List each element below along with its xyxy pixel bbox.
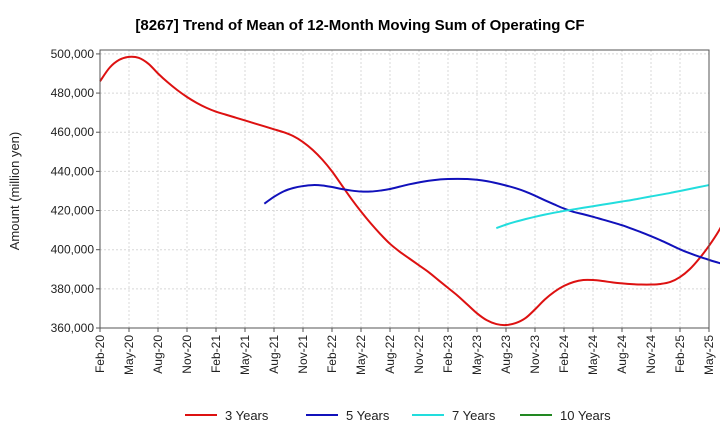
x-tick-label: Feb-20 <box>93 335 107 373</box>
y-axis-label: Amount (million yen) <box>7 132 22 251</box>
x-tick-label: Nov-21 <box>296 335 310 374</box>
y-tick-label: 360,000 <box>51 321 95 335</box>
y-tick-label: 400,000 <box>51 243 95 257</box>
series-line-7-years <box>495 184 710 230</box>
legend-label: 3 Years <box>225 408 269 423</box>
x-tick-label: Feb-22 <box>325 335 339 373</box>
gridlines <box>99 50 710 329</box>
legend: 3 Years 5 Years 7 Years 10 Years <box>185 408 611 423</box>
x-tick-label: May-24 <box>586 335 600 375</box>
series-line-3-years <box>99 55 720 327</box>
x-tick-label: Aug-24 <box>615 335 629 374</box>
x-axis: Feb-20 May-20 Aug-20 Nov-20 Feb-21 May-21 Aug-… <box>93 328 716 375</box>
x-tick-label: Feb-24 <box>557 335 571 373</box>
x-tick-label: Aug-21 <box>267 335 281 374</box>
y-tick-label: 440,000 <box>51 164 95 178</box>
x-tick-label: Nov-24 <box>644 335 658 374</box>
legend-label: 5 Years <box>346 408 390 423</box>
x-tick-label: Aug-20 <box>151 335 165 374</box>
x-tick-label: Nov-23 <box>528 335 542 374</box>
series-line-5-years <box>263 177 720 265</box>
x-tick-label: Feb-25 <box>673 335 687 373</box>
y-tick-label: 500,000 <box>51 47 95 61</box>
x-tick-label: May-25 <box>702 335 716 375</box>
x-tick-label: May-21 <box>238 335 252 375</box>
y-tick-label: 460,000 <box>51 125 95 139</box>
y-tick-label: 420,000 <box>51 204 95 218</box>
plot-area <box>100 50 709 328</box>
legend-label: 10 Years <box>560 408 611 423</box>
y-axis: 360,000 380,000 400,000 420,000 440,000 460,0… <box>51 47 100 335</box>
plot-border <box>99 49 710 329</box>
x-tick-label: May-23 <box>470 335 484 375</box>
y-tick-label: 380,000 <box>51 282 95 296</box>
legend-label: 7 Years <box>452 408 496 423</box>
x-tick-label: Aug-23 <box>499 335 513 374</box>
x-tick-label: Nov-20 <box>180 335 194 374</box>
x-tick-label: Nov-22 <box>412 335 426 374</box>
x-tick-label: May-20 <box>122 335 136 375</box>
x-tick-label: May-22 <box>354 335 368 375</box>
x-tick-label: Feb-23 <box>441 335 455 373</box>
x-tick-label: Aug-22 <box>383 335 397 374</box>
chart-title: [8267] Trend of Mean of 12-Month Moving … <box>135 17 584 34</box>
y-tick-label: 480,000 <box>51 86 95 100</box>
series-layer <box>99 55 720 327</box>
x-tick-label: Feb-21 <box>209 335 223 373</box>
